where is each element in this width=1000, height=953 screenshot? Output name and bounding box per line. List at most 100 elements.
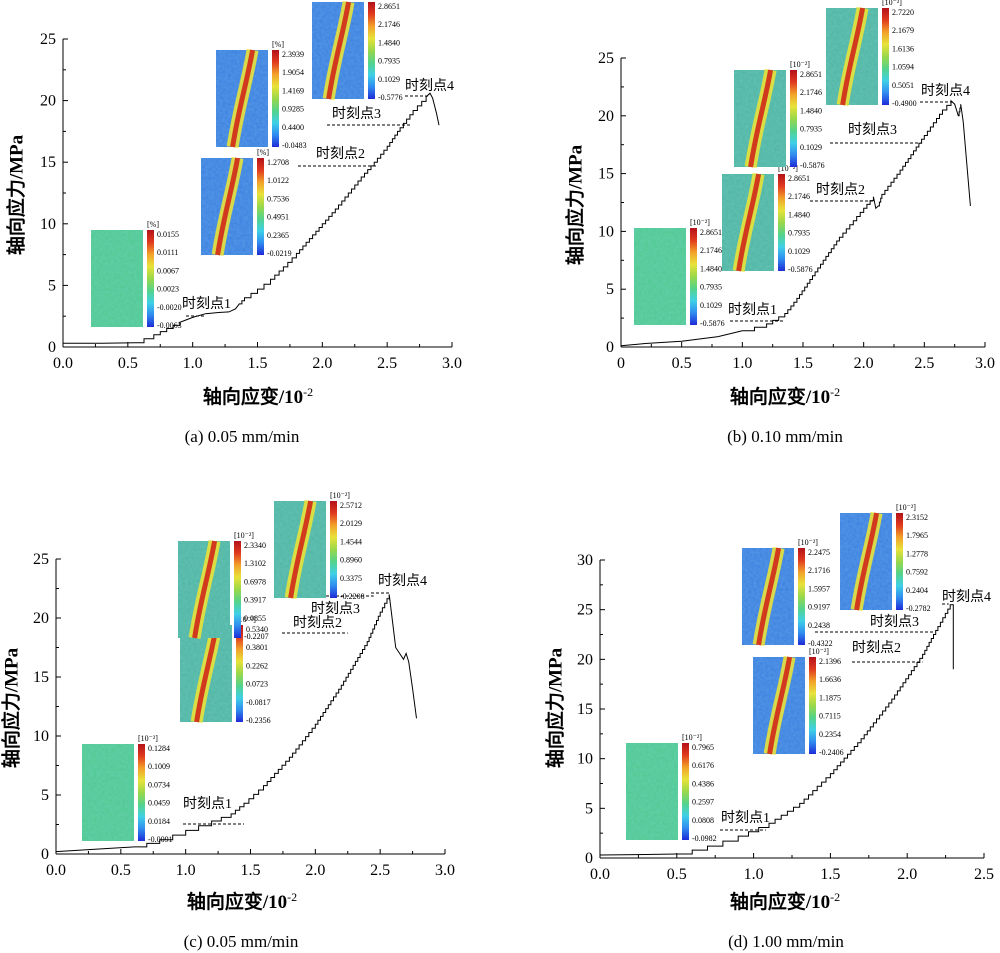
colorbar-tick-label: 2.1396 [819,657,841,666]
colorbar-unit: [10⁻²] [690,218,710,227]
x-tick-label: 2.0 [305,862,325,879]
strain-band-core [840,7,866,106]
x-axis-label: 轴向应变/10-2 [730,385,840,408]
colorbar-tick-label: 2.1746 [378,20,400,29]
colorbar-tick-label: 0.8960 [340,556,362,565]
colorbar-tick-label: 0.5051 [892,81,914,90]
strain-map-inset-4: [10⁻²]2.3152 1.7965 1.2778 0.7592 0.2404 -0.2… [840,503,991,613]
y-tick-label: 5 [585,800,593,817]
x-tick-label: 3.0 [435,862,455,879]
colorbar-tick-label: 0.2404 [906,586,928,595]
colorbar-unit: [10⁻²] [896,503,916,512]
colorbar-tick-label: 2.3939 [282,50,304,59]
colorbar-tick-label: 1.4840 [378,38,400,47]
colorbar-tick-label: 0.3917 [244,596,266,605]
colorbar-tick-label: 0.7935 [378,57,400,66]
colorbar [809,657,816,754]
colorbar-unit: [10⁻²] [330,491,350,500]
y-tick-label: 15 [40,154,56,171]
strain-band-core [192,540,218,639]
colorbar-tick-label: 1.5957 [808,584,830,593]
y-axis-label: 轴向应力/MPa [543,647,566,768]
y-tick-label: 25 [40,31,56,48]
colorbar-tick-label: 0.3375 [340,574,362,583]
y-tick-label: 25 [598,50,614,67]
colorbar-tick-label: 0.2597 [692,798,714,807]
y-tick-label: 5 [606,281,614,298]
time-point-label: 时刻点3 [870,614,919,630]
x-tick-label: 0.5 [118,355,138,372]
x-tick-label: 1.0 [732,355,752,372]
stress-strain-curve [599,604,954,856]
y-tick-label: 10 [33,728,49,745]
colorbar-tick-label: 0.2354 [819,730,841,739]
colorbar-unit: [%] [368,0,380,1]
colorbar-tick-label: 0.2365 [267,231,289,240]
x-tick-label: 1.5 [248,355,268,372]
time-point-label: 时刻点2 [852,640,901,656]
colorbar-unit: [10⁻²] [138,734,158,743]
time-point-label: 时刻点1 [182,296,231,312]
colorbar-tick-label: 1.9054 [282,68,304,77]
colorbar-tick-label: 0.6176 [692,761,714,770]
y-tick-label: 5 [41,787,49,804]
colorbar [272,50,279,147]
colorbar [236,625,243,722]
x-tick-label: 2.5 [370,862,390,879]
y-tick-label: 30 [577,552,593,569]
y-tick-label: 15 [598,166,614,183]
time-point-label: 时刻点3 [311,601,360,617]
colorbar-unit: [%] [147,220,159,229]
colorbar-tick-label: 0.1029 [378,75,400,84]
colorbar-tick-label: 1.4840 [800,106,822,115]
colorbar-tick-label: 2.8651 [788,174,810,183]
y-tick-label: 10 [598,223,614,240]
colorbar-tick-label: 0.0067 [157,266,179,275]
strain-map-inset-1: [%]0.0155 0.0111 0.0067 0.0023 -0.0020 -0.006… [91,220,231,330]
strain-map-texture [634,228,686,325]
colorbar-tick-label: 0.0855 [244,614,266,623]
x-axis-label-exponent: -2 [830,385,840,399]
x-axis-label: 轴向应变/10-2 [203,385,313,408]
y-tick-label: 10 [577,751,593,768]
colorbar-tick-label: 0.4951 [267,213,289,222]
colorbar-tick-label: 0.4386 [692,779,714,788]
x-tick-label: 2.5 [377,355,397,372]
colorbar-tick-label: -0.2356 [246,716,271,725]
colorbar-unit: [%] [272,40,284,49]
time-point-label: 时刻点1 [721,810,770,826]
colorbar-tick-label: 0.1029 [700,301,722,310]
colorbar-tick-label: 0.0155 [157,230,179,239]
colorbar-tick-label: 0.7965 [692,743,714,752]
colorbar [147,230,154,327]
strain-band-core [767,656,793,755]
colorbar-tick-label: 0.6978 [244,577,266,586]
colorbar-tick-label: 2.7220 [892,8,914,17]
colorbar-unit: [10⁻²] [809,647,829,656]
colorbar-tick-label: 0.5340 [246,625,268,634]
colorbar-tick-label: 2.2475 [808,548,830,557]
strain-map-texture [91,230,143,327]
x-tick-label: 1.5 [820,866,840,883]
colorbar-tick-label: 0.1009 [148,762,170,771]
colorbar-tick-label: -0.2406 [819,748,844,757]
stress-strain-curve [620,99,971,347]
strain-map-inset-4: [10⁻²]2.5712 2.0129 1.4544 0.8960 0.3375 -0.2… [274,491,427,601]
colorbar-tick-label: 1.1875 [819,693,841,702]
x-tick-label: 2.0 [897,866,917,883]
colorbar-tick-label: 0.0111 [157,248,178,257]
colorbar-tick-label: 2.3340 [244,541,266,550]
y-tick-label: 15 [33,669,49,686]
x-tick-label: 1.0 [183,355,203,372]
colorbar-tick-label: -0.4900 [892,99,917,108]
x-tick-label: 1.5 [241,862,261,879]
strain-map-inset-3: [10⁻²]2.2475 2.1716 1.5957 0.9197 0.2438 -0.4… [742,538,934,648]
colorbar-tick-label: 0.0184 [148,817,170,826]
colorbar-unit: [%] [257,148,269,157]
colorbar-unit: [10⁻²] [682,733,702,742]
time-point-label: 时刻点1 [183,796,232,812]
y-tick-label: 20 [598,108,614,125]
strain-map-inset-3: [%]2.3939 1.9054 1.4169 0.9285 0.4400 -0.0483… [216,40,411,150]
colorbar [682,743,689,840]
